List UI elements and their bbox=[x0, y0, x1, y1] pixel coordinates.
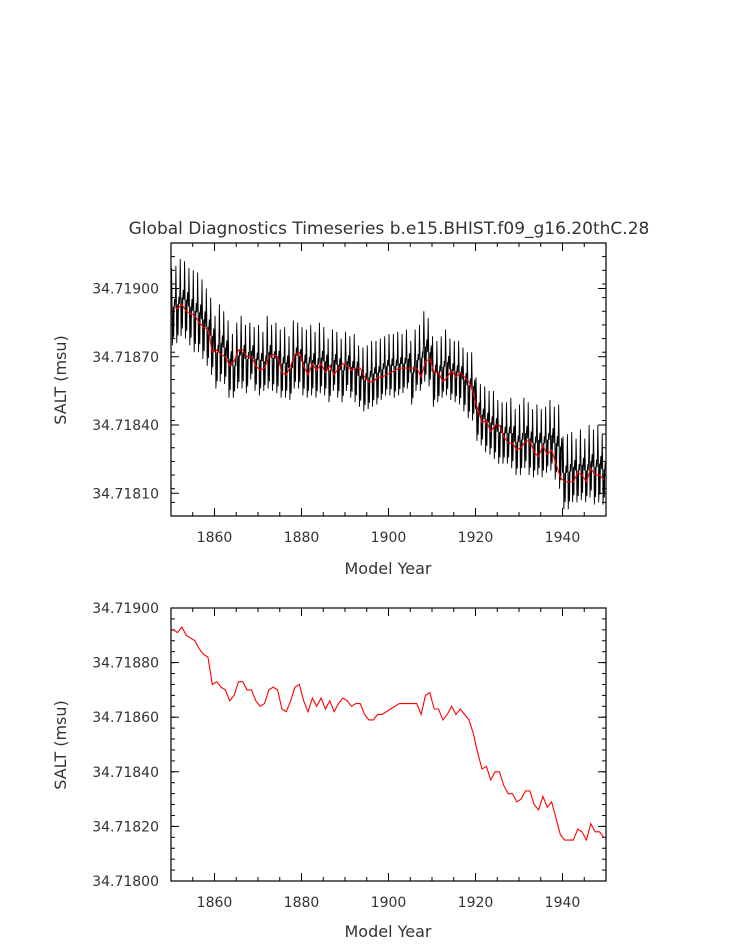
y-tick-label: 34.71800 bbox=[92, 874, 159, 890]
top-x-axis-title: Model Year bbox=[345, 559, 432, 578]
x-tick-label: 1920 bbox=[458, 530, 494, 546]
top-plot-frame bbox=[170, 242, 607, 517]
y-tick-label: 34.71880 bbox=[92, 656, 159, 672]
annual-mean-series-line bbox=[172, 303, 605, 484]
bottom-y-tick-labels: 34.71800 34.71820 34.71840 34.71860 34.71880… bbox=[92, 601, 159, 890]
annual-mean-series-line bbox=[172, 626, 605, 842]
bottom-y-axis-title: SALT (msu) bbox=[51, 700, 70, 790]
x-tick-label: 1900 bbox=[371, 530, 407, 546]
x-tick-label: 1860 bbox=[197, 895, 233, 911]
bottom-axis-ticks bbox=[170, 607, 607, 882]
chart-title: Global Diagnostics Timeseries b.e15.BHIS… bbox=[129, 219, 650, 239]
y-tick-label: 34.71820 bbox=[92, 819, 159, 835]
y-tick-label: 34.71840 bbox=[92, 418, 159, 434]
top-series bbox=[170, 258, 607, 510]
x-tick-label: 1940 bbox=[545, 895, 581, 911]
bottom-x-tick-labels: 1860 1880 1900 1920 1940 bbox=[197, 895, 581, 911]
x-tick-label: 1880 bbox=[284, 530, 320, 546]
top-x-tick-labels: 1860 1880 1900 1920 1940 bbox=[197, 530, 581, 546]
x-tick-label: 1920 bbox=[458, 895, 494, 911]
x-tick-label: 1860 bbox=[197, 530, 233, 546]
bottom-series bbox=[172, 626, 605, 842]
y-tick-label: 34.71840 bbox=[92, 765, 159, 781]
y-tick-label: 34.71900 bbox=[92, 601, 159, 617]
top-y-tick-labels: 34.71810 34.71840 34.71870 34.71900 bbox=[92, 282, 159, 503]
top-axis-ticks bbox=[170, 242, 607, 517]
top-y-axis-title: SALT (msu) bbox=[51, 335, 70, 425]
bottom-plot-frame bbox=[170, 607, 607, 882]
x-tick-label: 1940 bbox=[545, 530, 581, 546]
top-chart: 34.71810 34.71840 34.71870 34.71900 1860 188… bbox=[51, 242, 607, 578]
monthly-series-line bbox=[170, 258, 607, 510]
x-tick-label: 1900 bbox=[371, 895, 407, 911]
bottom-x-axis-title: Model Year bbox=[345, 922, 432, 941]
y-tick-label: 34.71810 bbox=[92, 486, 159, 502]
y-tick-label: 34.71900 bbox=[92, 282, 159, 298]
y-tick-label: 34.71860 bbox=[92, 710, 159, 726]
y-tick-label: 34.71870 bbox=[92, 350, 159, 366]
x-tick-label: 1880 bbox=[284, 895, 320, 911]
bottom-chart: 34.71800 34.71820 34.71840 34.71860 34.71880… bbox=[51, 601, 607, 941]
